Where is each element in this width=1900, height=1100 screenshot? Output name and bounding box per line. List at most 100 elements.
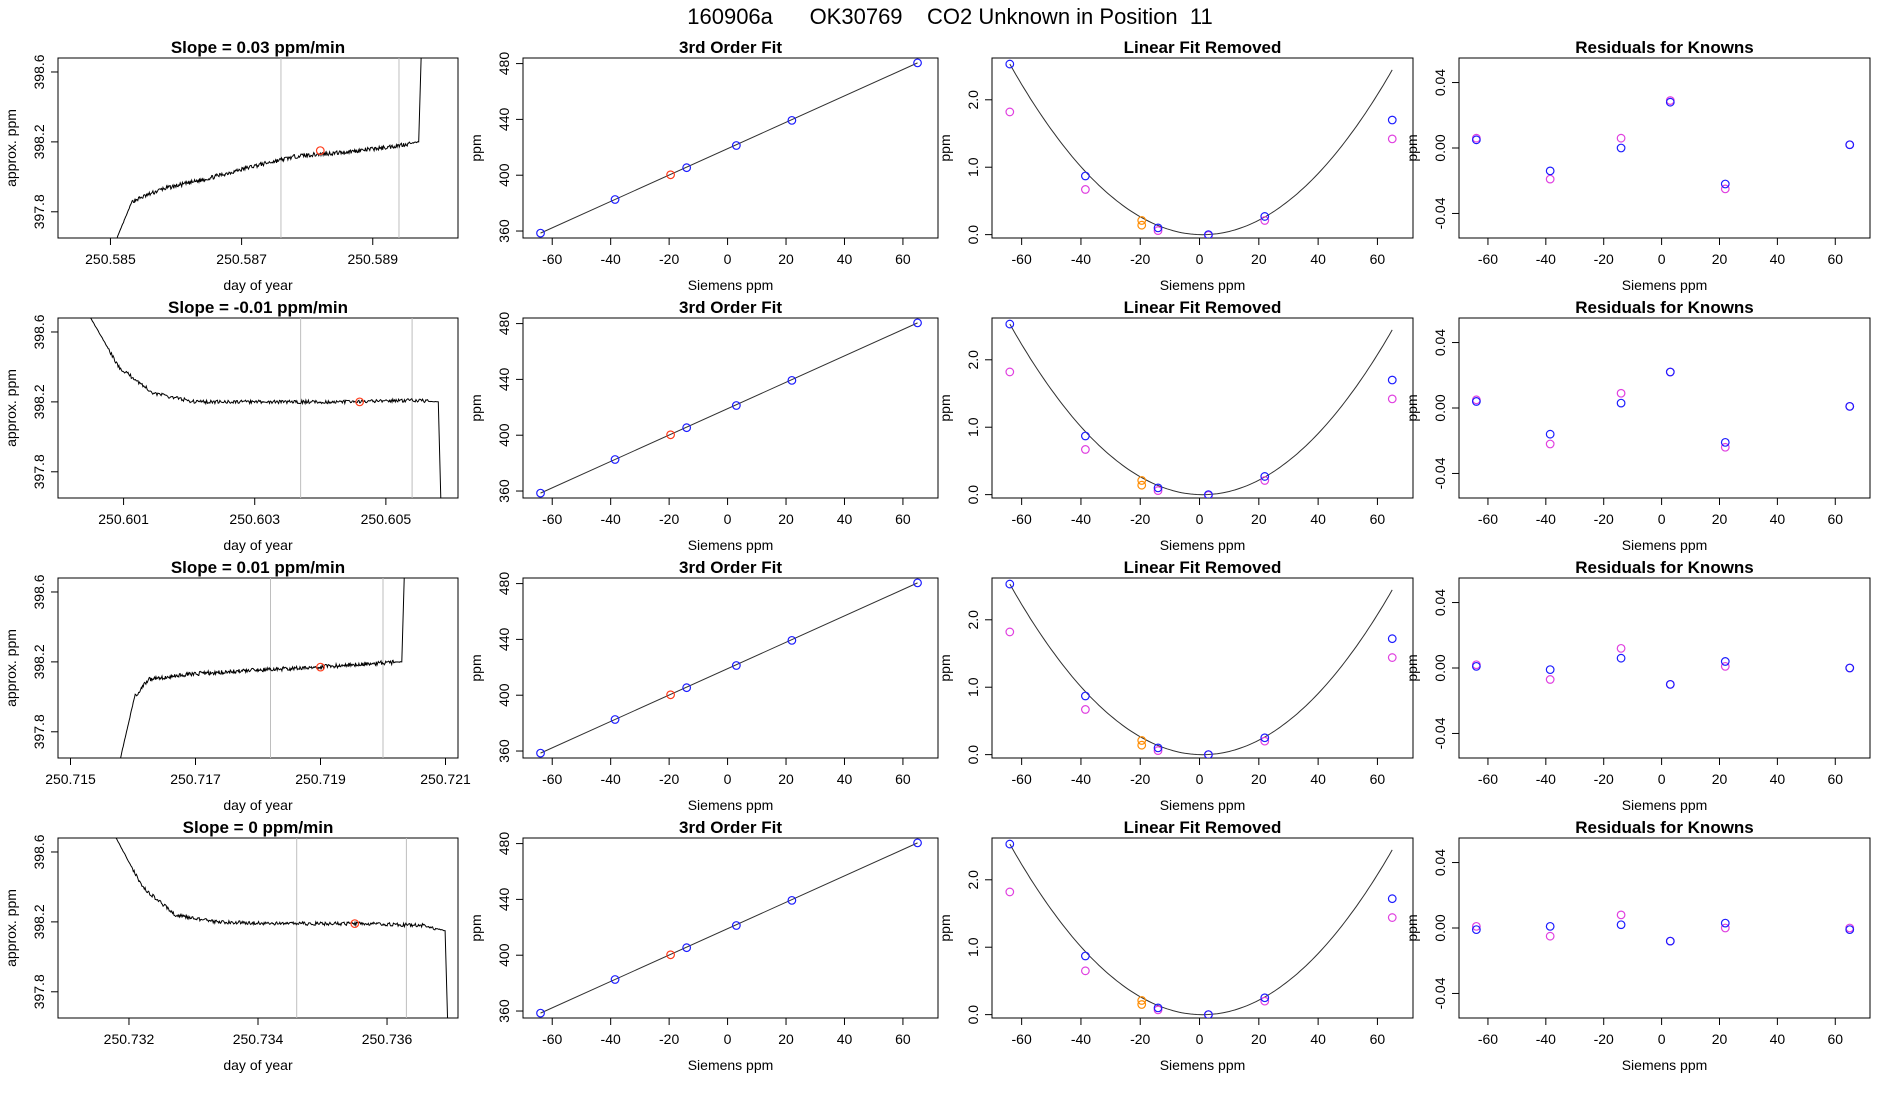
- x-tick-label: 60: [895, 511, 911, 527]
- known-point-magenta: [1616, 910, 1626, 920]
- x-tick-label: 60: [1370, 251, 1386, 267]
- fit-curve: [1009, 63, 1393, 236]
- y-tick-label: 360: [496, 999, 512, 1023]
- known-point-blue: [1260, 212, 1270, 221]
- known-point-magenta: [1616, 388, 1626, 398]
- x-tick-label: 60: [1370, 771, 1386, 787]
- x-tick-label: 250.732: [104, 1031, 155, 1047]
- x-tick-label: -40: [1536, 771, 1556, 787]
- known-point-blue: [1204, 1010, 1213, 1018]
- x-tick-label: 40: [1770, 771, 1786, 787]
- known-point-blue: [1387, 115, 1397, 125]
- known-point-magenta: [1387, 653, 1397, 662]
- known-point-blue: [1545, 665, 1555, 675]
- x-tick-label: -20: [659, 511, 679, 527]
- unknown-point-red: [666, 690, 675, 700]
- panel-4-4: [1452, 837, 1871, 1025]
- x-tick-label: 250.719: [295, 771, 346, 787]
- known-point-blue: [1204, 490, 1213, 498]
- plot-body: [1005, 59, 1397, 238]
- y-tick-label: 2.0: [965, 350, 981, 370]
- y-tick-label: 440: [496, 368, 512, 392]
- x-tick-label: -20: [1130, 771, 1150, 787]
- y-tick-label: 0.04: [1432, 69, 1448, 96]
- known-point-blue: [787, 115, 797, 125]
- x-tick-label: 20: [1251, 511, 1267, 527]
- plot-body: [536, 58, 922, 238]
- panel-2-4: [516, 837, 939, 1025]
- known-point-blue: [787, 375, 797, 385]
- x-tick-label: -60: [542, 771, 562, 787]
- known-point-magenta: [1153, 486, 1163, 495]
- x-tick-label: 60: [1827, 251, 1843, 267]
- known-point-magenta: [1720, 661, 1730, 671]
- x-tick-label: 40: [1770, 1031, 1786, 1047]
- known-point-blue: [1845, 663, 1855, 673]
- x-tick-label: 250.585: [85, 251, 136, 267]
- x-tick-label: 20: [1712, 771, 1728, 787]
- x-axis-label: Siemens ppm: [1160, 277, 1246, 293]
- y-tick-label: 2.0: [965, 610, 981, 630]
- panel-2-1: [516, 57, 939, 245]
- known-point-blue: [1387, 375, 1397, 385]
- panel-title: Linear Fit Removed: [1124, 38, 1282, 57]
- x-axis-label: Siemens ppm: [1622, 277, 1708, 293]
- plot-body: [1005, 579, 1397, 758]
- known-point-blue: [731, 921, 741, 930]
- known-point-magenta: [1153, 746, 1163, 755]
- y-tick-label: 400: [496, 423, 512, 447]
- x-tick-label: 0: [724, 511, 732, 527]
- y-tick-label: 1.0: [965, 157, 981, 177]
- known-point-magenta: [1005, 107, 1015, 117]
- x-tick-label: 0: [724, 1031, 732, 1047]
- plot-frame: [57, 837, 459, 1019]
- figure-title: 160906a OK30769 CO2 Unknown in Position …: [687, 4, 1213, 29]
- y-tick-label: 1.0: [965, 417, 981, 437]
- y-tick-label: 360: [496, 219, 512, 243]
- x-tick-label: 60: [1827, 1031, 1843, 1047]
- x-axis-label: Siemens ppm: [1622, 1057, 1708, 1073]
- y-tick-label: -0.04: [1432, 717, 1448, 749]
- x-axis-label: Siemens ppm: [1160, 537, 1246, 553]
- known-point-blue: [1665, 679, 1675, 689]
- fit-line: [540, 322, 918, 494]
- known-point-blue: [1080, 691, 1090, 701]
- known-point-blue: [1471, 135, 1481, 145]
- plot-frame: [522, 57, 939, 239]
- x-tick-label: -20: [659, 771, 679, 787]
- x-axis-label: Siemens ppm: [688, 537, 774, 553]
- y-axis-label: ppm: [1404, 914, 1420, 941]
- y-tick-label: 440: [496, 108, 512, 132]
- known-point-blue: [1720, 657, 1730, 666]
- x-tick-label: -60: [1012, 771, 1032, 787]
- known-point-blue: [682, 683, 692, 693]
- known-point-magenta: [1260, 736, 1270, 746]
- plot-frame: [57, 317, 459, 499]
- x-tick-label: -40: [1071, 771, 1091, 787]
- unknown-point-red: [666, 430, 675, 440]
- x-tick-label: 0: [1196, 1031, 1204, 1047]
- unknown-point-orange: [1137, 736, 1147, 745]
- known-point-blue: [536, 228, 545, 238]
- x-tick-label: -40: [1536, 251, 1556, 267]
- y-axis-label: ppm: [1404, 654, 1420, 681]
- x-tick-label: 20: [778, 1031, 794, 1047]
- x-tick-label: -20: [1130, 251, 1150, 267]
- panel-1-4: [51, 837, 459, 1025]
- fit-curve: [1009, 323, 1393, 496]
- x-tick-label: -40: [1071, 251, 1091, 267]
- known-point-blue: [1005, 319, 1015, 329]
- x-tick-label: 250.734: [233, 1031, 284, 1047]
- panel-4-1: [1452, 57, 1871, 245]
- x-tick-label: -60: [542, 1031, 562, 1047]
- known-point-blue: [1387, 634, 1397, 644]
- y-tick-label: 398.6: [31, 574, 47, 609]
- known-point-magenta: [1005, 627, 1015, 637]
- y-tick-label: 0.0: [965, 485, 981, 505]
- sample-marker: [316, 662, 325, 672]
- y-axis-label: approx. ppm: [3, 109, 19, 187]
- known-point-blue: [913, 58, 922, 68]
- known-point-blue: [1616, 920, 1626, 930]
- panel-1-1: [51, 57, 459, 245]
